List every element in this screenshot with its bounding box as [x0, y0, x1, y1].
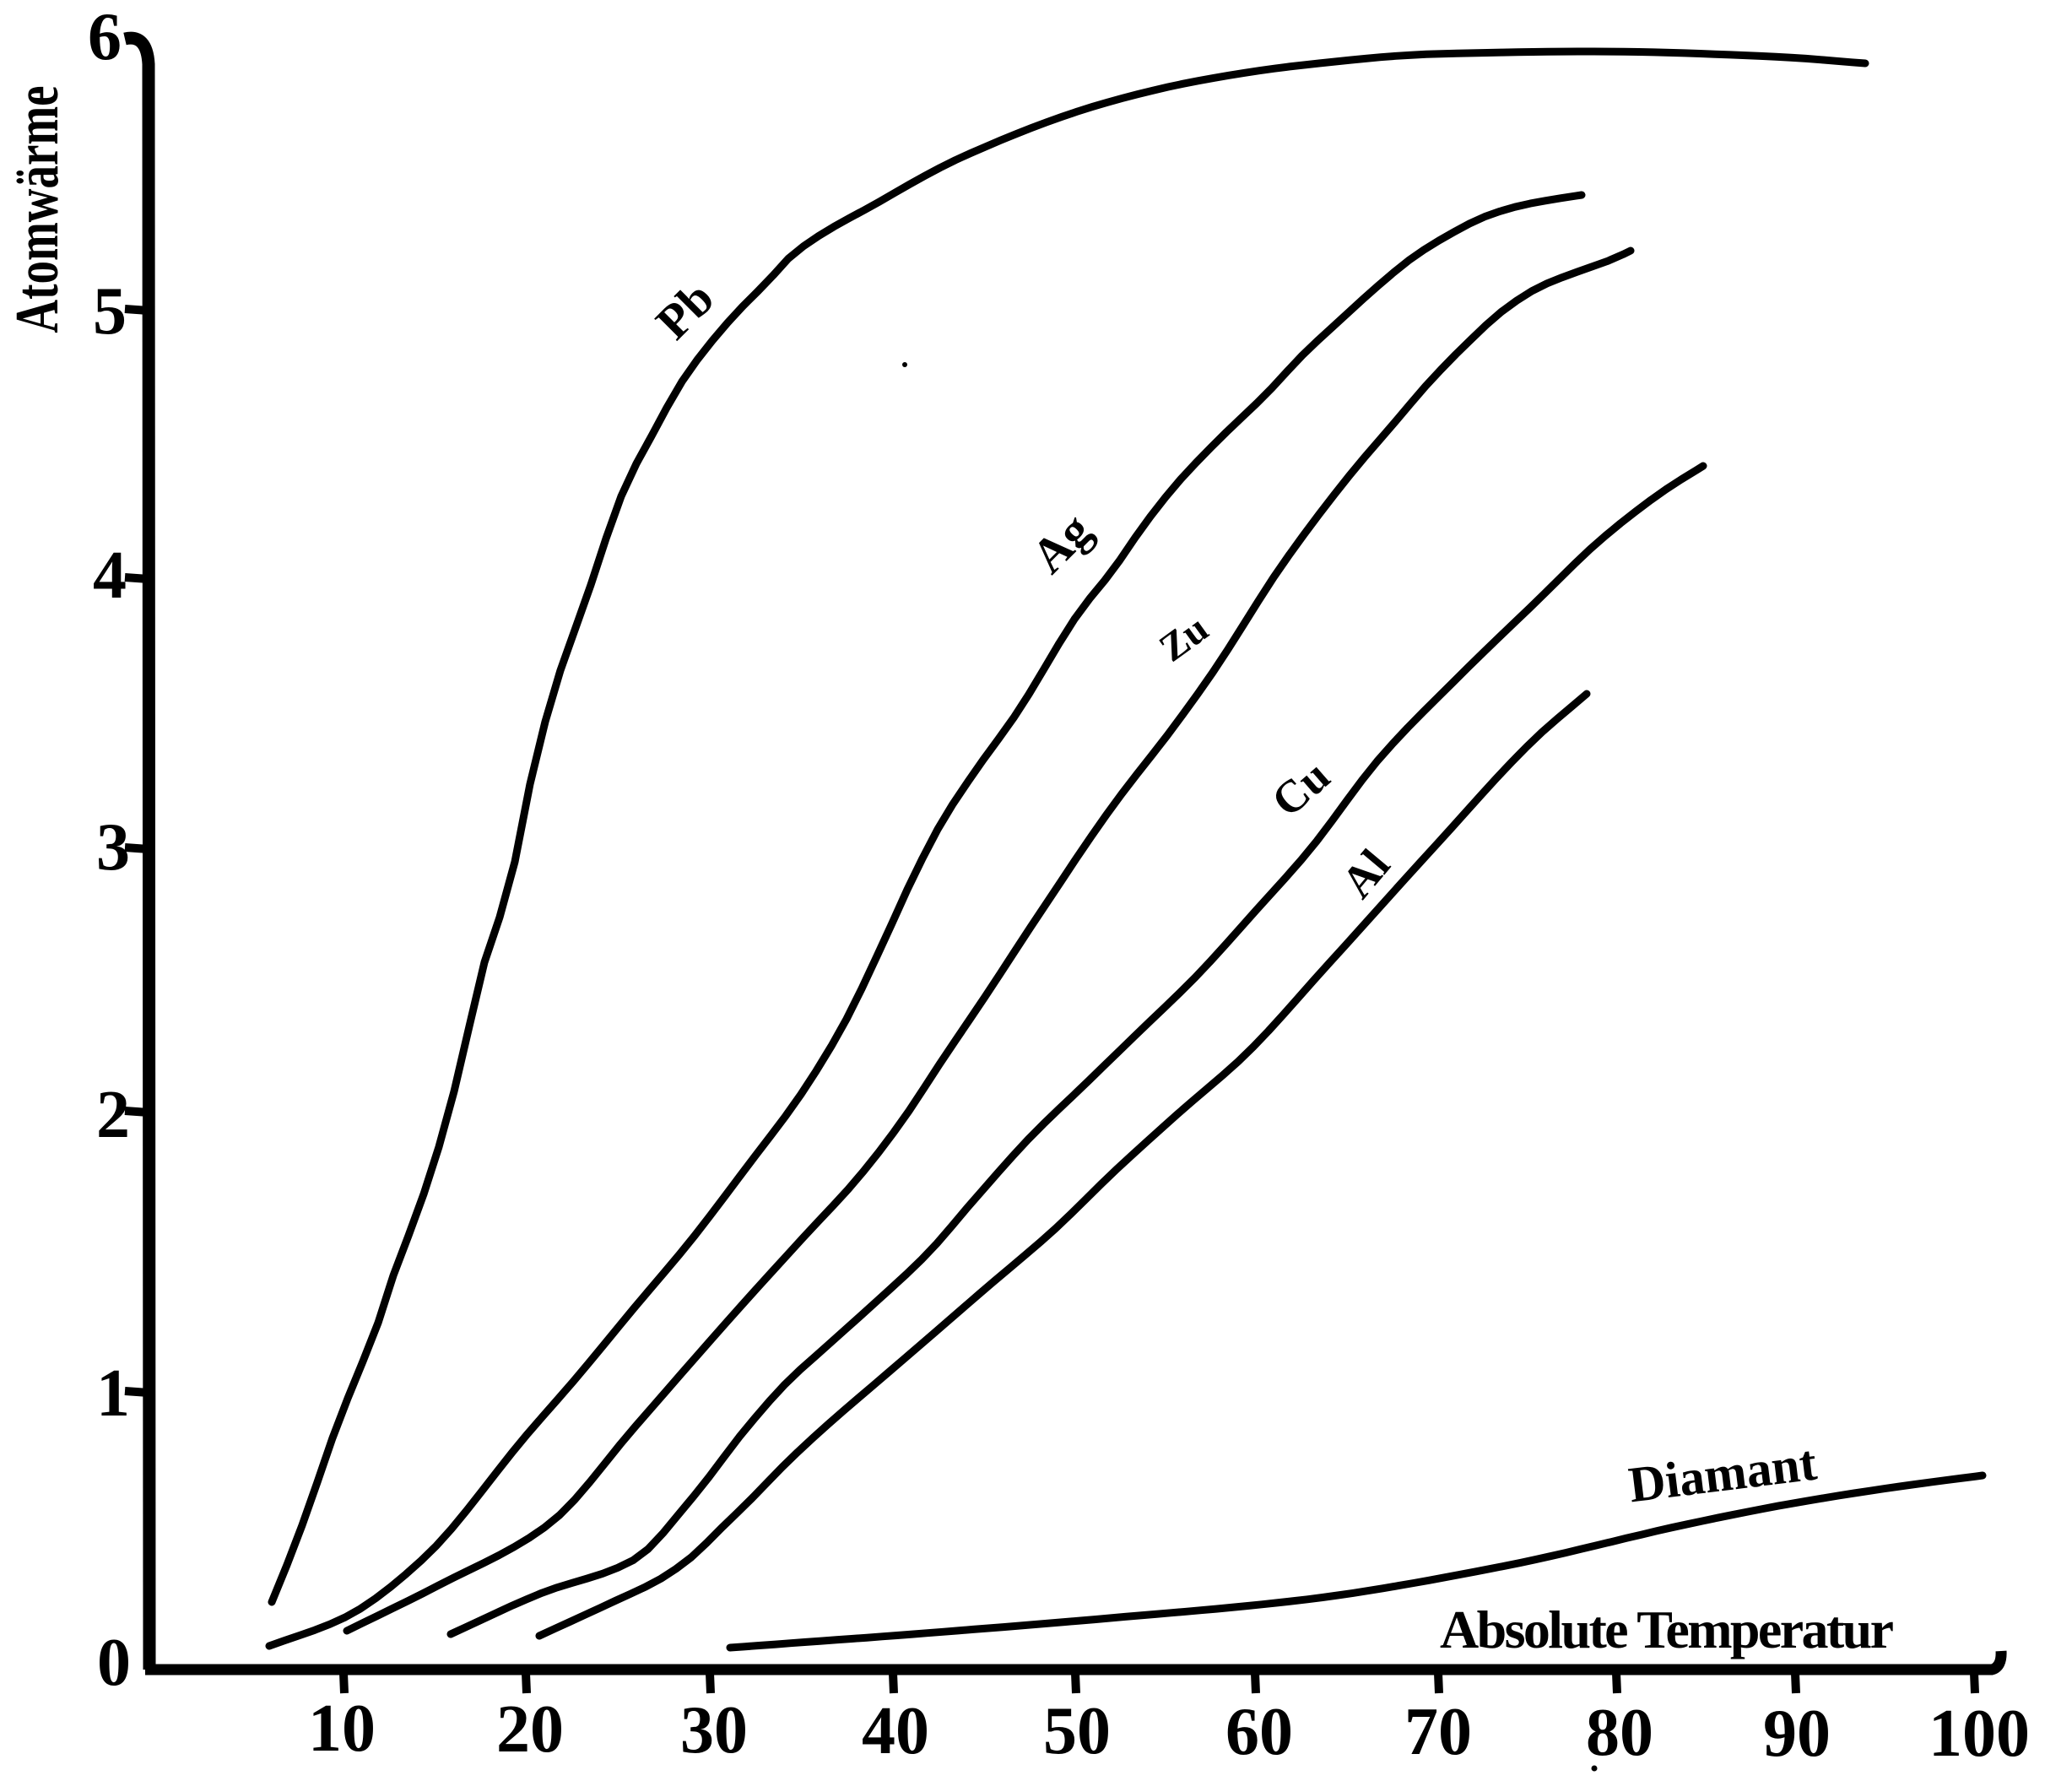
svg-text:50: 50 — [1043, 1694, 1111, 1768]
svg-text:30: 30 — [680, 1693, 748, 1767]
svg-text:100: 100 — [1929, 1697, 2030, 1771]
svg-text:2: 2 — [96, 1078, 130, 1152]
svg-text:6: 6 — [88, 0, 122, 74]
svg-text:5: 5 — [93, 274, 127, 349]
svg-text:60: 60 — [1225, 1695, 1293, 1769]
svg-text:3: 3 — [96, 810, 130, 885]
svg-text:1: 1 — [96, 1356, 130, 1431]
svg-text:90: 90 — [1763, 1697, 1831, 1771]
svg-text:0: 0 — [97, 1626, 131, 1700]
svg-text:40: 40 — [862, 1694, 929, 1768]
svg-text:Atomwärme: Atomwärme — [3, 85, 71, 333]
svg-text:20: 20 — [496, 1692, 564, 1767]
svg-text:80: 80 — [1586, 1696, 1653, 1770]
svg-text:10: 10 — [308, 1692, 376, 1766]
svg-text:70: 70 — [1404, 1695, 1472, 1769]
svg-text:4: 4 — [93, 539, 127, 613]
svg-text:Absolute Temperatur: Absolute Temperatur — [1440, 1600, 1894, 1659]
